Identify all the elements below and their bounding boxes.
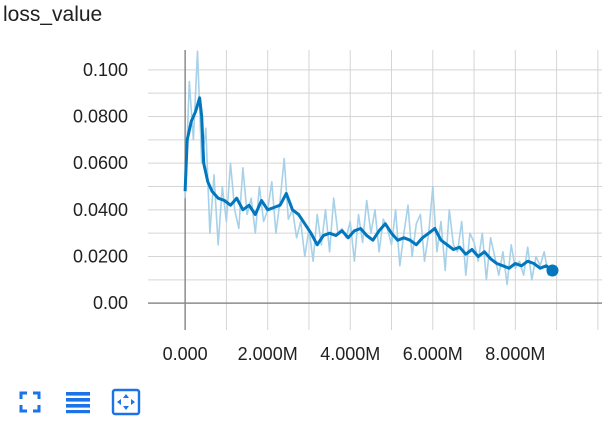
fit-domain-icon	[111, 388, 141, 416]
chart-axes	[148, 50, 602, 330]
smoothed-series-layer	[183, 96, 559, 277]
x-tick-label: 6.000M	[403, 344, 463, 364]
fit-domain-button[interactable]	[102, 382, 150, 422]
y-tick-label: 0.0200	[73, 247, 128, 267]
x-tick-label: 8.000M	[485, 344, 545, 364]
smoothed-series-endpoint	[546, 264, 559, 277]
loss-chart[interactable]: 0.00 0.0200 0.0400 0.0600 0.0800 0.100 0.000 2…	[0, 0, 613, 380]
chart-title: loss_value	[3, 3, 103, 26]
chart-grid	[148, 50, 602, 330]
y-tick-label: 0.0400	[73, 200, 128, 220]
chart-toolbar	[6, 382, 150, 422]
y-tick-label: 0.0600	[73, 153, 128, 173]
data-table-icon	[66, 392, 90, 414]
x-tick-label: 0.000	[163, 344, 208, 364]
x-tick-label: 2.000M	[238, 344, 298, 364]
smoothed-series-line	[183, 96, 554, 272]
y-tick-labels: 0.00 0.0200 0.0400 0.0600 0.0800 0.100	[73, 60, 128, 313]
x-tick-labels: 0.000 2.000M 4.000M 6.000M 8.000M	[163, 344, 546, 364]
data-table-button[interactable]	[54, 382, 102, 422]
fullscreen-icon	[19, 391, 41, 413]
y-tick-label: 0.00	[93, 293, 128, 313]
raw-series-line	[184, 50, 554, 286]
y-tick-label: 0.0800	[73, 107, 128, 127]
raw-series-layer	[184, 50, 554, 286]
fullscreen-button[interactable]	[6, 382, 54, 422]
y-tick-label: 0.100	[83, 60, 128, 80]
x-tick-label: 4.000M	[320, 344, 380, 364]
